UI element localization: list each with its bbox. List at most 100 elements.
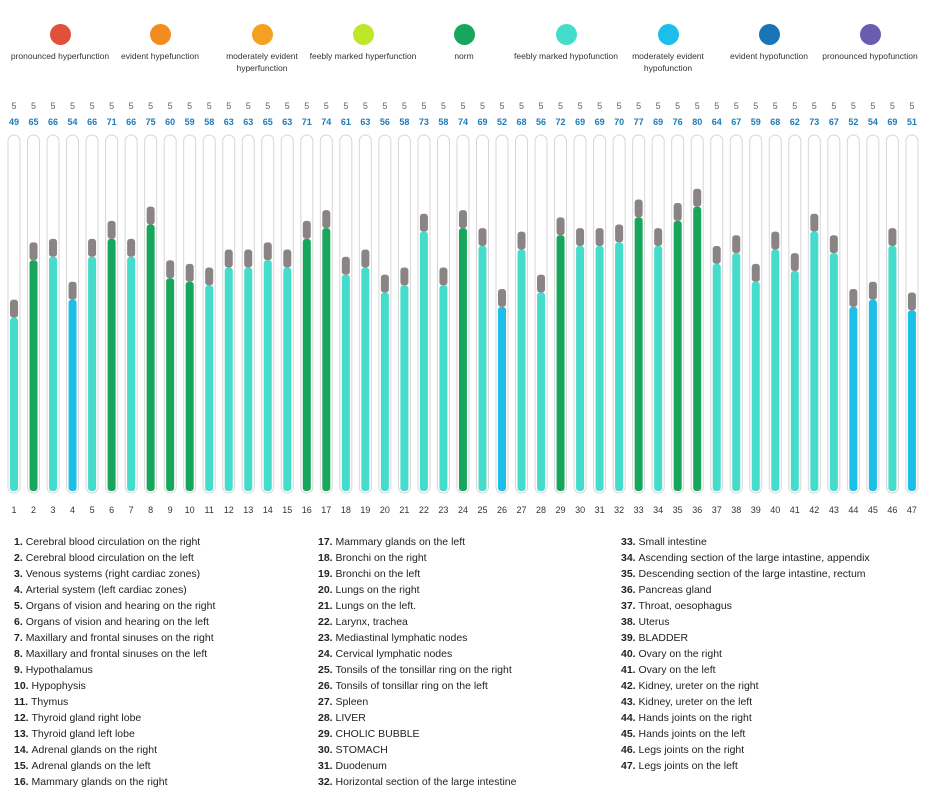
bar <box>205 285 214 491</box>
category-label: 25 <box>477 505 487 515</box>
organ-list-item: 31. Duodenum <box>318 758 516 774</box>
organ-list-column: 1. Cerebral blood circulation on the rig… <box>14 534 215 790</box>
error-label: 5 <box>324 101 329 111</box>
organ-list-item: 41. Ovary on the left <box>621 662 870 678</box>
value-label: 58 <box>204 117 214 127</box>
organ-name: Thyroid gland right lobe <box>31 712 142 724</box>
value-label: 69 <box>595 117 605 127</box>
organ-number: 12. <box>14 712 32 724</box>
organ-name: CHOLIC BUBBLE <box>335 728 420 740</box>
organ-name: LIVER <box>335 712 366 724</box>
organ-list-item: 47. Legs joints on the left <box>621 758 870 774</box>
organ-name: Tonsils of tonsillar ring on the left <box>335 680 488 692</box>
legend-dot <box>555 24 577 45</box>
bar-error <box>615 224 624 243</box>
error-label: 5 <box>558 101 563 111</box>
organ-name: Organs of vision and hearing on the left <box>25 616 209 628</box>
organ-name: Thyroid gland left lobe <box>31 728 135 740</box>
error-label: 5 <box>636 101 641 111</box>
category-label: 31 <box>595 505 605 515</box>
error-label: 5 <box>246 101 251 111</box>
error-label: 5 <box>187 101 192 111</box>
error-label: 5 <box>851 101 856 111</box>
organ-number: 13. <box>14 728 32 740</box>
bar <box>29 260 38 491</box>
bar-error <box>68 281 77 300</box>
category-label: 29 <box>556 505 566 515</box>
legend-dot <box>49 24 71 45</box>
bar <box>888 245 897 491</box>
organ-list-item: 23. Mediastinal lymphatic nodes <box>318 630 516 646</box>
bar-error <box>556 217 565 236</box>
organ-list-item: 13. Thyroid gland left lobe <box>14 726 215 742</box>
legend-item: moderately evident hypofunction <box>613 24 723 74</box>
bar-error <box>654 228 663 246</box>
bar <box>10 317 18 491</box>
legend-label: moderately evident hypofunction <box>632 51 704 73</box>
organ-list-item: 18. Bronchi on the right <box>318 550 516 566</box>
organ-name: Pancreas gland <box>638 584 712 596</box>
bar <box>595 245 604 491</box>
value-label: 65 <box>263 117 273 127</box>
category-label: 30 <box>575 505 585 515</box>
error-label: 5 <box>421 101 426 111</box>
error-label: 5 <box>578 101 583 111</box>
bar <box>498 306 506 491</box>
value-label: 76 <box>673 117 683 127</box>
error-label: 5 <box>792 101 797 111</box>
value-label: 73 <box>419 117 429 127</box>
bar-error <box>439 267 448 286</box>
organ-list-item: 37. Throat, oesophagus <box>621 598 870 614</box>
error-label: 5 <box>226 101 231 111</box>
bar <box>302 238 311 491</box>
error-label: 5 <box>773 101 778 111</box>
value-label: 69 <box>653 117 663 127</box>
bar <box>732 253 741 491</box>
organ-number: 6. <box>14 616 26 628</box>
organ-name: Mammary glands on the left <box>335 536 466 548</box>
category-label: 11 <box>205 505 214 515</box>
category-label: 26 <box>497 505 507 515</box>
bar <box>907 310 916 491</box>
organ-name: Hypothalamus <box>25 664 93 676</box>
organ-number: 11. <box>14 696 31 708</box>
organ-number: 18. <box>318 552 336 564</box>
bar <box>829 253 838 491</box>
value-label: 56 <box>380 117 390 127</box>
category-label: 40 <box>770 505 780 515</box>
error-label: 5 <box>890 101 895 111</box>
bar-error <box>244 249 253 268</box>
category-label: 13 <box>243 505 253 515</box>
organ-name: Maxillary and frontal sinuses on the rig… <box>25 632 214 644</box>
bar-error <box>224 249 233 268</box>
bar-error <box>400 267 409 286</box>
organ-name: Lungs on the right <box>335 584 420 596</box>
bar-error <box>29 242 38 261</box>
error-label: 5 <box>734 101 739 111</box>
error-label: 5 <box>460 101 465 111</box>
value-label: 66 <box>126 117 136 127</box>
bar-error <box>537 274 546 293</box>
organ-list-column: 17. Mammary glands on the left 18. Bronch… <box>318 534 516 790</box>
organ-list-item: 11. Thymus <box>14 694 215 710</box>
organ-name: Hands joints on the left <box>638 728 746 740</box>
error-label: 5 <box>265 101 270 111</box>
value-label: 65 <box>29 117 39 127</box>
organ-number: 3. <box>14 568 26 580</box>
organ-list-item: 9. Hypothalamus <box>14 662 215 678</box>
bar <box>478 245 487 491</box>
value-label: 70 <box>614 117 624 127</box>
error-label: 5 <box>148 101 153 111</box>
bar-error <box>595 228 604 246</box>
organ-name: Venous systems (right cardiac zones) <box>25 568 201 580</box>
organ-name: Legs joints on the right <box>638 744 745 756</box>
organ-list-item: 15. Adrenal glands on the left <box>14 758 215 774</box>
organ-list-item: 45. Hands joints on the left <box>621 726 870 742</box>
error-label: 5 <box>539 101 544 111</box>
organ-list-item: 26. Tonsils of tonsillar ring on the lef… <box>318 678 516 694</box>
bar-error <box>732 235 741 254</box>
bar <box>224 267 233 491</box>
legend-label: pronounced hyperfunction <box>10 51 110 61</box>
value-label: 67 <box>829 117 839 127</box>
bar <box>751 281 760 491</box>
